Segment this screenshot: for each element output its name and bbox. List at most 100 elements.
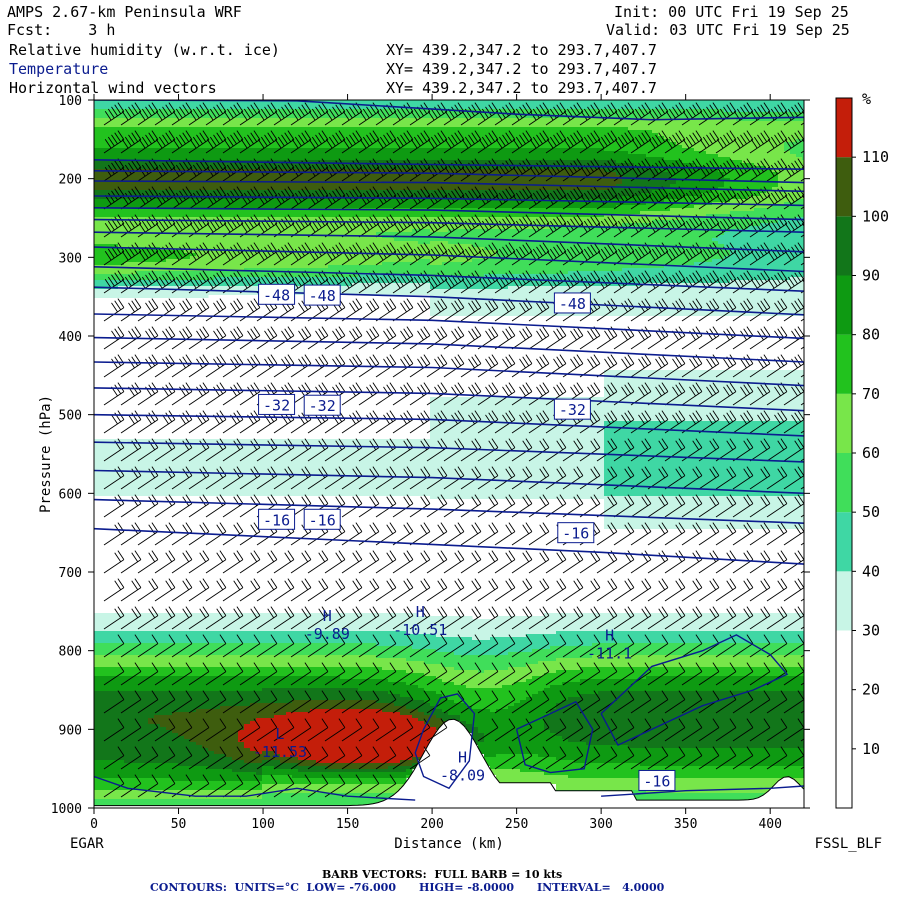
rh-cell: [778, 100, 785, 112]
rh-cell: [532, 397, 539, 499]
contour-label-text: -32: [559, 401, 586, 419]
wind-barb: [205, 578, 227, 602]
rh-cell: [286, 118, 293, 127]
rh-cell: [598, 226, 605, 271]
rh-cell: [172, 643, 179, 655]
rh-cell: [604, 691, 611, 745]
rh-cell: [754, 766, 761, 778]
rh-cell: [796, 277, 803, 316]
rh-cell: [616, 631, 623, 643]
rh-cell: [478, 733, 485, 742]
wind-barb: [120, 410, 142, 434]
rh-cell: [658, 676, 665, 691]
wind-barb: [732, 578, 754, 602]
wind-barb: [307, 242, 329, 266]
rh-cell: [754, 643, 761, 655]
rh-cell: [598, 100, 605, 109]
rh-cell: [124, 160, 131, 169]
rh-cell: [382, 217, 389, 232]
rh-cell: [154, 763, 161, 778]
rh-cell: [226, 790, 233, 799]
wind-barb: [494, 270, 516, 294]
isotherm: [94, 313, 804, 340]
rh-cell: [688, 196, 695, 208]
rh-cell: [172, 127, 179, 148]
wind-barb: [137, 102, 159, 126]
wind-barb: [273, 130, 295, 154]
rh-cell: [532, 118, 539, 127]
wind-barb: [494, 298, 516, 322]
wind-barb: [239, 326, 261, 350]
rh-cell: [412, 757, 419, 763]
rh-cell: [550, 673, 557, 685]
rh-cell: [664, 643, 671, 655]
wind-barb: [715, 550, 737, 574]
rh-cell: [796, 613, 803, 631]
rh-cell: [502, 160, 509, 169]
wind-barb: [358, 382, 380, 406]
wind-barb: [188, 662, 210, 686]
rh-cell: [256, 613, 263, 631]
wind-barb: [698, 466, 720, 490]
rh-cell: [460, 262, 467, 277]
rh-cell: [184, 781, 191, 790]
rh-cell: [796, 100, 803, 112]
wind-barb: [528, 298, 550, 322]
rh-cell: [742, 766, 749, 778]
rh-cell: [130, 118, 137, 127]
rh-cell: [562, 658, 569, 670]
rh-cell: [442, 652, 449, 667]
rh-cell: [460, 670, 467, 685]
wind-barb: [426, 718, 448, 742]
rh-cell: [634, 166, 641, 196]
rh-cell: [232, 655, 239, 667]
rh-cell: [268, 667, 275, 676]
rh-cell: [154, 631, 161, 643]
rh-cell: [340, 709, 347, 763]
wind-barb: [494, 746, 516, 770]
rh-cell: [208, 790, 215, 799]
wind-barb: [205, 270, 227, 294]
rh-cell: [802, 496, 804, 529]
rh-cell: [160, 250, 167, 262]
rh-cell: [220, 190, 227, 199]
rh-cell: [730, 691, 737, 748]
rh-cell: [298, 667, 305, 676]
rh-cell: [526, 118, 533, 127]
rh-cell: [142, 799, 149, 808]
rh-cell: [706, 496, 713, 529]
rh-cell: [454, 703, 461, 715]
wind-barb: [409, 354, 431, 378]
rh-cell: [268, 643, 275, 655]
wind-barb: [392, 578, 414, 602]
contour-label-box: [557, 522, 595, 544]
wind-barb: [205, 746, 227, 770]
rh-cell: [694, 205, 701, 217]
rh-cell: [226, 706, 233, 757]
rh-cell: [292, 100, 299, 109]
rh-cell: [208, 655, 215, 667]
rh-cell: [406, 199, 413, 208]
rh-cell: [592, 109, 599, 118]
rh-cell: [370, 631, 377, 643]
rh-cell: [544, 190, 551, 199]
rh-cell: [556, 208, 563, 217]
isotherm: [94, 246, 804, 273]
wind-barb: [528, 578, 550, 602]
wind-barb: [579, 550, 601, 574]
rh-cell: [772, 172, 779, 187]
wind-barb: [154, 746, 176, 770]
wind-barb: [613, 326, 635, 350]
rh-cell: [322, 160, 329, 169]
rh-cell: [592, 127, 599, 148]
rh-cell: [358, 667, 365, 679]
rh-cell: [178, 250, 185, 259]
rh-cell: [682, 208, 689, 217]
rh-cell: [436, 709, 443, 718]
rh-cell: [370, 784, 377, 793]
wind-barb: [290, 466, 312, 490]
wind-barb: [171, 382, 193, 406]
wind-barb: [392, 690, 414, 714]
rh-cell: [178, 781, 185, 790]
wind-barb: [681, 606, 703, 630]
